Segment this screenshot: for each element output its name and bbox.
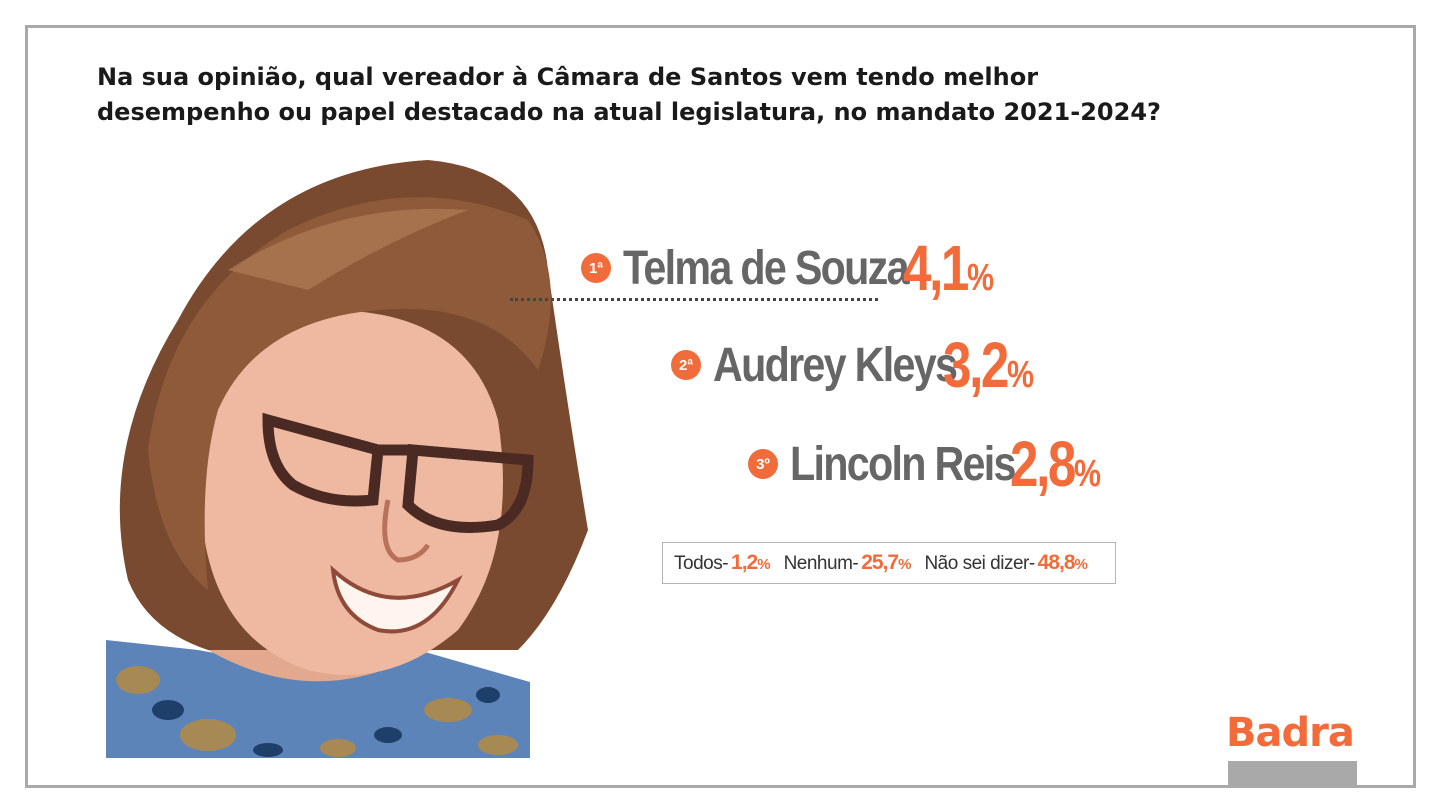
rank-value-3-unit: % (1073, 453, 1101, 495)
blouse-pattern-dark (152, 687, 500, 757)
badra-logo: Badra (1226, 710, 1355, 756)
logo-bar (1228, 761, 1357, 788)
others-label-todos: Todos- (674, 553, 729, 574)
question-line-1: Na sua opinião, qual vereador à Câmara d… (97, 63, 1039, 91)
hair-highlight (228, 208, 468, 290)
rank-value-2: 3,2% (943, 328, 1034, 402)
others-value-todos-number: 1,2 (731, 551, 758, 574)
others-value-nenhum-number: 25,7 (861, 551, 899, 574)
others-label-nao-sei: Não sei dizer- (924, 553, 1035, 574)
rank-value-1-unit: % (966, 257, 994, 299)
others-box: Todos- 1,2% Nenhum- 25,7% Não sei dizer-… (662, 542, 1116, 584)
rank-badge-3: 3º (748, 449, 778, 479)
caricature-illustration (106, 160, 589, 758)
blouse-pattern (116, 666, 518, 757)
hair-front (148, 197, 551, 590)
ranking-row-1: 1ª Telma de Souza 4,1% (581, 228, 1016, 308)
others-item-nao-sei: Não sei dizer- 48,8% (924, 551, 1088, 575)
face (198, 310, 503, 675)
smile (330, 564, 463, 634)
glasses (262, 412, 534, 533)
rank-badge-1: 1ª (581, 253, 611, 283)
nose (382, 499, 431, 563)
others-value-nao-sei-number: 48,8 (1037, 551, 1076, 574)
rank-name-2: Audrey Kleys (713, 338, 958, 392)
rank-value-3-number: 2,8 (1010, 428, 1076, 500)
rank-value-1: 4,1% (903, 231, 994, 305)
rank-value-3: 2,8% (1010, 427, 1101, 501)
others-value-nenhum: 25,7% (861, 551, 911, 575)
others-value-todos: 1,2% (731, 551, 771, 575)
others-value-nenhum-unit: % (898, 556, 911, 573)
others-item-nenhum: Nenhum- 25,7% (783, 551, 912, 575)
rank-badge-2: 2ª (671, 350, 701, 380)
others-value-todos-unit: % (757, 556, 770, 573)
rank-value-2-number: 3,2 (943, 329, 1009, 401)
ranking-row-3: 3º Lincoln Reis 2,8% (748, 424, 1123, 504)
others-label-nenhum: Nenhum- (783, 553, 859, 574)
question-line-2: desempenho ou papel destacado na atual l… (97, 98, 1161, 126)
others-value-nao-sei: 48,8% (1037, 551, 1088, 575)
others-value-nao-sei-unit: % (1074, 556, 1088, 573)
question-title: Na sua opinião, qual vereador à Câmara d… (97, 60, 1197, 130)
rank-value-2-unit: % (1006, 354, 1034, 396)
others-item-todos: Todos- 1,2% (674, 551, 771, 575)
ranking-row-2: 2ª Audrey Kleys 3,2% (671, 325, 1056, 405)
rank-value-1-number: 4,1 (903, 232, 969, 304)
rank-name-1: Telma de Souza (623, 241, 910, 295)
rank-name-3: Lincoln Reis (790, 437, 1017, 491)
leader-dotted-line (510, 298, 878, 301)
